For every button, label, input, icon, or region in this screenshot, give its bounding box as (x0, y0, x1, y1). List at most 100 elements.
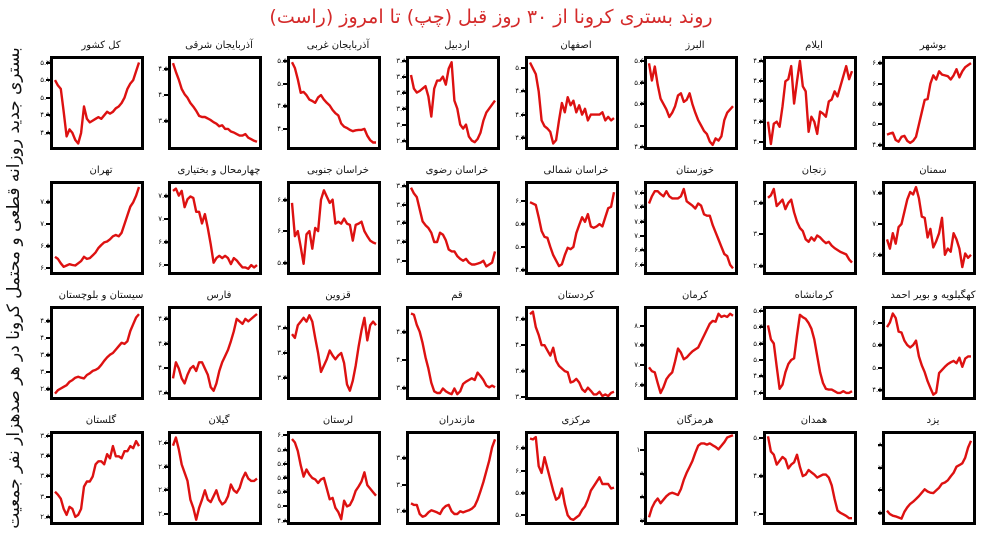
chart-title: روند بستری کرونا از ۳۰ روز قبل (چپ) تا ا… (269, 6, 713, 28)
y-tick-label: ۶.۶ (634, 261, 644, 269)
plot-area (168, 306, 262, 400)
y-tick-mark (283, 82, 287, 85)
line-series (171, 313, 258, 393)
plot-area (287, 306, 381, 400)
plot-area (168, 181, 262, 275)
y-tick-label: ۴.۴ (753, 97, 763, 105)
y-tick-label: ۳.۰ (40, 368, 50, 376)
y-tick-label: ۴.۹ (40, 111, 50, 119)
y-tick-label: ۲.۵ (753, 262, 763, 270)
y-tick-mark (759, 60, 763, 63)
y-tick-label: ۵.۴ (753, 323, 763, 331)
y-tick-mark (878, 321, 882, 324)
line-series (648, 312, 734, 395)
plot-area (406, 56, 500, 150)
y-tick-mark (878, 344, 882, 347)
y-tick-label: ۷.۵ (40, 198, 50, 206)
y-tick-mark (640, 124, 644, 127)
y-tick-mark (640, 146, 644, 148)
line-series (53, 62, 141, 145)
y-tick-label: ۵.۵ (515, 489, 525, 497)
y-tick-label: ۷.۲ (634, 218, 644, 226)
y-tick-label: ۴.۲ (753, 118, 763, 126)
panel-title: گیلان (208, 415, 230, 426)
y-tick-label: ۵.۰ (277, 502, 287, 510)
y-tick-label: ۵.۲ (634, 100, 644, 108)
plot-area (882, 181, 976, 275)
chart-panel: اردبیل ۳.۸ ۳.۶ ۳.۴ ۳.۲ ۳.۰ ۲.۸ (386, 40, 508, 166)
y-tick-label: ۴.۰ (158, 364, 168, 372)
y-tick-mark (46, 244, 50, 247)
y-tick-label: ۳.۸ (158, 389, 168, 397)
line-series (647, 63, 734, 147)
y-tick-label: ۵.۰ (872, 364, 882, 372)
y-tick-mark (283, 326, 287, 329)
y-tick-label: ۲.۴ (158, 463, 168, 471)
y-tick-label: ۳.۵ (515, 367, 525, 375)
y-tick-label: ۲.۶ (158, 439, 168, 447)
line-series (766, 436, 852, 520)
y-tick-mark (759, 358, 763, 361)
y-tick-label: ۶.۰ (277, 227, 287, 235)
panel-title: کرمان (681, 290, 709, 301)
y-tick-label: ۵.۰ (515, 243, 525, 251)
panel-title: ایلام (805, 40, 823, 51)
y-tick-label: ۵.۱ (40, 76, 50, 84)
y-tick-mark (164, 94, 168, 97)
y-tick-mark (640, 449, 644, 452)
y-tick-mark (640, 220, 644, 223)
y-tick-label: ۴.۲ (158, 340, 168, 348)
line-series (410, 312, 496, 396)
y-tick-mark (283, 60, 287, 63)
y-tick-label: ۲.۰ (158, 510, 168, 518)
y-tick-label: ۲.۸ (40, 513, 50, 521)
plot-area (644, 306, 738, 400)
panel-title: لرستان (322, 415, 354, 426)
line-series (766, 313, 853, 395)
y-tick-mark (283, 477, 287, 479)
y-tick-label: ۴.۰ (40, 334, 50, 342)
y-tick-mark (402, 123, 406, 126)
chart-panel: البرز ۵.۶ ۵.۴ ۵.۲ ۵.۰ ۴.۸ (624, 40, 746, 166)
y-tick-mark (46, 319, 50, 322)
y-tick-mark (521, 90, 525, 93)
y-tick-mark (759, 513, 763, 516)
y-tick-mark (640, 344, 644, 347)
y-tick-label: ۳.۴ (396, 89, 406, 97)
y-tick-label: ۶.۵ (872, 59, 882, 67)
y-tick-label: ۶.۰ (872, 319, 882, 327)
chart-panel: گلستان ۳.۶ ۳.۴ ۳.۲ ۳.۰ ۲.۸ (30, 415, 152, 541)
y-tick-mark (283, 519, 287, 522)
plot-area (882, 56, 976, 150)
y-tick-mark (164, 442, 168, 445)
y-tick-mark (759, 233, 763, 236)
chart-panel: خراسان جنوبی ۶.۵ ۶.۰ ۵.۵ (267, 165, 389, 291)
plot-area (287, 181, 381, 275)
chart-panel: خوزستان ۷.۶ ۷.۴ ۷.۲ ۷.۰ ۶.۸ ۶.۶ (624, 165, 746, 291)
line-series (529, 191, 616, 268)
chart-panel: کل کشور ۵.۲ ۵.۱ ۵.۰ ۴.۹ ۴.۸ (30, 40, 152, 166)
y-tick-label: ۳.۵ (753, 199, 763, 207)
chart-panel: همدان ۵.۰ ۴.۵ ۴.۰ (743, 415, 865, 541)
y-tick-mark (878, 223, 882, 225)
line-series (54, 439, 141, 519)
y-tick-label: ۵.۵ (872, 341, 882, 349)
y-tick-label: ۵.۵ (872, 100, 882, 108)
plot-area (287, 431, 381, 525)
y-tick-mark (759, 80, 763, 83)
chart-panel: اصفهان ۵.۰ ۴.۸ ۴.۶ ۴.۴ (505, 40, 627, 166)
y-tick-mark (759, 391, 763, 394)
y-tick-mark (640, 206, 644, 209)
y-tick-mark (283, 261, 287, 264)
y-tick-mark (759, 342, 763, 345)
y-tick-label: ۶.۵ (515, 444, 525, 452)
y-tick-mark (759, 264, 763, 267)
y-tick-label: ۶.۵ (634, 381, 644, 389)
y-tick-label: ۵.۴ (277, 474, 287, 482)
y-tick-mark (878, 489, 882, 492)
y-tick-label: ۳.۸ (396, 57, 406, 65)
y-tick-mark (402, 184, 406, 187)
y-tick-label: ۵.۵ (515, 220, 525, 228)
y-tick-mark (878, 123, 882, 126)
y-tick-label: ۳.۶ (40, 432, 50, 440)
